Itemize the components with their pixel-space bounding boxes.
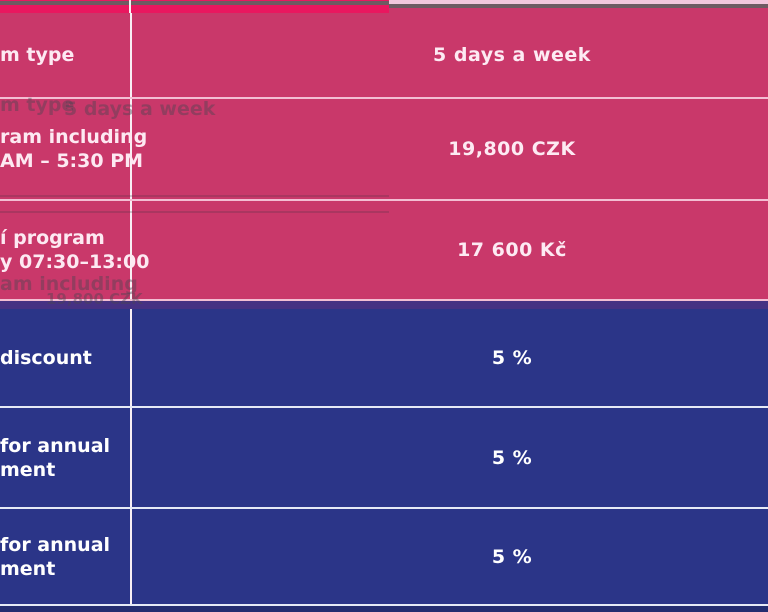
row-label-cell: for annual ment bbox=[0, 408, 132, 507]
row-label-line: AM – 5:30 PM bbox=[0, 150, 144, 172]
top-strip-left-dark-line bbox=[0, 1, 389, 5]
row-label-line: discount bbox=[0, 346, 92, 369]
row-value: 5 % bbox=[491, 446, 533, 469]
row-value: 5 days a week bbox=[433, 44, 591, 66]
row-label-cell: m type bbox=[0, 13, 132, 97]
row-label-line: for annual bbox=[0, 533, 111, 556]
top-strip-right-lightpink bbox=[389, 0, 768, 4]
row-value: 5 % bbox=[491, 545, 533, 568]
row-value: 5 % bbox=[491, 346, 533, 369]
row-label-cell: discount bbox=[0, 309, 132, 406]
row-label-line: m type bbox=[0, 44, 75, 66]
table-row: discount 5 % bbox=[0, 309, 768, 408]
top-strip-right-dark-line bbox=[389, 4, 768, 8]
table-row: m type 5 days a week bbox=[0, 13, 768, 99]
row-value-cell: 5 % bbox=[132, 408, 768, 507]
table-row: for annual ment 5 % bbox=[0, 408, 768, 509]
bottom-edge-band bbox=[0, 606, 768, 612]
section-transition-band bbox=[0, 301, 768, 309]
row-label-line: í program bbox=[0, 227, 105, 249]
table-row: for annual ment 5 % bbox=[0, 509, 768, 606]
top-edge-strips bbox=[0, 0, 768, 13]
row-value-cell: 5 % bbox=[132, 509, 768, 604]
row-value-cell: 5 days a week bbox=[132, 13, 768, 97]
row-value-cell: 17 600 Kč bbox=[132, 201, 768, 299]
row-value-cell: 5 % bbox=[132, 309, 768, 406]
row-label-cell: for annual ment bbox=[0, 509, 132, 604]
row-label-line: ment bbox=[0, 557, 56, 580]
top-strip-left bbox=[0, 0, 389, 13]
row-value: 19,800 CZK bbox=[448, 138, 576, 160]
table-row: í program y 07:30–13:00 17 600 Kč bbox=[0, 201, 768, 301]
column-divider-top-segment bbox=[129, 0, 131, 13]
row-label-line: ram including bbox=[0, 126, 148, 148]
row-label-line: for annual bbox=[0, 434, 111, 457]
row-label-cell: ram including AM – 5:30 PM bbox=[0, 99, 147, 199]
row-label-line: y 07:30–13:00 bbox=[0, 251, 150, 273]
row-value-cell: 19,800 CZK bbox=[132, 99, 768, 199]
table-row: ram including AM – 5:30 PM 19,800 CZK bbox=[0, 99, 768, 201]
row-value: 17 600 Kč bbox=[457, 239, 567, 261]
row-label-line: ment bbox=[0, 458, 56, 481]
top-strip-right bbox=[389, 0, 768, 13]
row-label-cell: í program y 07:30–13:00 bbox=[0, 201, 149, 299]
